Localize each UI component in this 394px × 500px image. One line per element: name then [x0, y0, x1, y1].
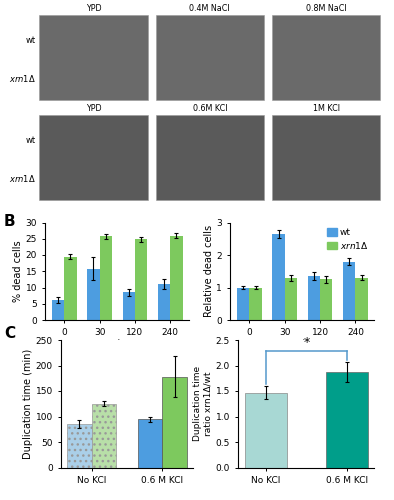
Bar — [92, 404, 117, 468]
Text: 0.4M NaCl: 0.4M NaCl — [190, 4, 230, 13]
Text: wt: wt — [25, 36, 35, 45]
Bar — [249, 288, 262, 320]
Bar — [39, 115, 148, 200]
Bar — [52, 300, 64, 320]
Bar — [138, 419, 162, 468]
Bar — [272, 15, 380, 100]
Bar — [308, 276, 320, 320]
Text: 1M KCl: 1M KCl — [312, 104, 340, 112]
Bar — [123, 292, 135, 320]
Text: $xrn1\Delta$: $xrn1\Delta$ — [9, 73, 35, 84]
Y-axis label: % dead cells: % dead cells — [13, 240, 23, 302]
Text: *: * — [303, 336, 309, 349]
Bar — [272, 234, 285, 320]
Y-axis label: Duplication time
ratio xrn1Δ/wt: Duplication time ratio xrn1Δ/wt — [193, 366, 213, 442]
Bar — [272, 115, 380, 200]
Bar — [158, 284, 170, 320]
Bar — [170, 236, 182, 320]
Text: YPD: YPD — [86, 104, 101, 112]
Bar — [87, 268, 100, 320]
Bar — [245, 392, 287, 468]
Bar — [64, 256, 76, 320]
Bar — [135, 240, 147, 320]
Bar — [67, 424, 92, 468]
Text: 0.8M NaCl: 0.8M NaCl — [306, 4, 346, 13]
Text: C: C — [4, 326, 15, 341]
Bar — [237, 288, 249, 320]
Bar — [162, 376, 187, 468]
Bar — [326, 372, 368, 468]
Bar — [156, 115, 264, 200]
Bar — [285, 278, 297, 320]
Text: B: B — [4, 214, 16, 229]
X-axis label: min: min — [293, 338, 312, 348]
X-axis label: min: min — [108, 338, 126, 348]
Text: $xrn1\Delta$: $xrn1\Delta$ — [9, 173, 35, 184]
Legend: wt, $xrn1\Delta$: wt, $xrn1\Delta$ — [327, 227, 370, 252]
Y-axis label: Relative dead cells: Relative dead cells — [204, 225, 214, 318]
Bar — [39, 15, 148, 100]
Bar — [100, 236, 112, 320]
Bar — [355, 278, 368, 320]
Bar — [343, 262, 355, 320]
Bar — [320, 280, 333, 320]
Text: wt: wt — [25, 136, 35, 145]
Text: YPD: YPD — [86, 4, 101, 13]
Bar — [156, 15, 264, 100]
Y-axis label: Duplication time (min): Duplication time (min) — [23, 348, 33, 459]
Text: 0.6M KCl: 0.6M KCl — [193, 104, 227, 112]
